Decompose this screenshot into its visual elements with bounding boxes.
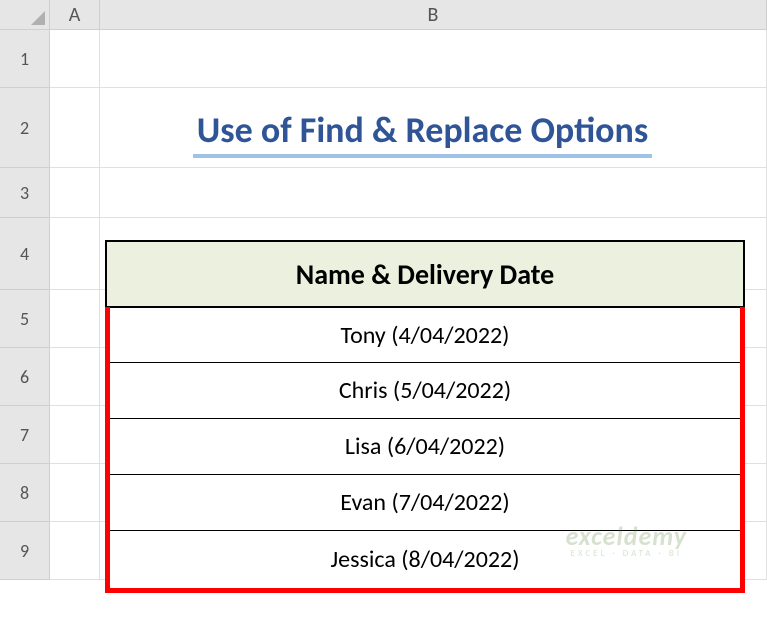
table-row[interactable]: Chris (5/04/2022) (110, 363, 740, 420)
table-row[interactable]: Lisa (6/04/2022) (110, 419, 740, 476)
cell-a5[interactable] (50, 290, 100, 348)
cell-a6[interactable] (50, 348, 100, 406)
table-row[interactable]: Jessica (8/04/2022) (110, 531, 740, 588)
row-header-7[interactable]: 7 (0, 406, 50, 464)
select-all-corner[interactable] (0, 0, 50, 30)
cell-a3[interactable] (50, 168, 100, 218)
row-header-2[interactable]: 2 (0, 88, 50, 168)
row-header-3[interactable]: 3 (0, 168, 50, 218)
page-title: Use of Find & Replace Options (193, 108, 652, 158)
table-row[interactable]: Tony (4/04/2022) (110, 307, 740, 364)
cell-a7[interactable] (50, 406, 100, 464)
row-header-4[interactable]: 4 (0, 218, 50, 290)
cell-a2[interactable] (50, 88, 100, 168)
cell-a8[interactable] (50, 464, 100, 522)
cell-a9[interactable] (50, 522, 100, 580)
col-header-b[interactable]: B (100, 0, 767, 30)
cell-b1[interactable] (100, 30, 767, 88)
col-header-a[interactable]: A (50, 0, 100, 30)
title-container: Use of Find & Replace Options (100, 108, 745, 158)
data-table: Name & Delivery Date Tony (4/04/2022) Ch… (105, 240, 745, 593)
selection-box: Tony (4/04/2022) Chris (5/04/2022) Lisa … (105, 307, 745, 593)
table-row[interactable]: Evan (7/04/2022) (110, 475, 740, 532)
row-header-8[interactable]: 8 (0, 464, 50, 522)
row-header-5[interactable]: 5 (0, 290, 50, 348)
cell-a4[interactable] (50, 218, 100, 290)
row-header-9[interactable]: 9 (0, 522, 50, 580)
cell-a1[interactable] (50, 30, 100, 88)
row-header-6[interactable]: 6 (0, 348, 50, 406)
table-header[interactable]: Name & Delivery Date (105, 240, 745, 308)
row-header-1[interactable]: 1 (0, 30, 50, 88)
cell-b3[interactable] (100, 168, 767, 218)
